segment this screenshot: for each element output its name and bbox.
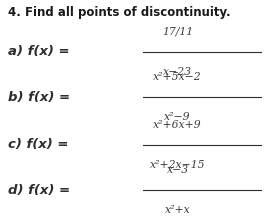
Text: x−3: x−3: [167, 165, 189, 175]
Text: x−23: x−23: [163, 67, 192, 77]
Text: x²+x: x²+x: [165, 205, 190, 215]
Text: a) f(x) =: a) f(x) =: [8, 45, 70, 58]
Text: x²+5x−2: x²+5x−2: [153, 72, 202, 82]
Text: 17/11: 17/11: [162, 27, 193, 37]
Text: c) f(x) =: c) f(x) =: [8, 138, 69, 151]
Text: x²+6x+9: x²+6x+9: [153, 120, 202, 130]
Text: 4. Find all points of discontinuity.: 4. Find all points of discontinuity.: [8, 6, 231, 19]
Text: x²−9: x²−9: [164, 112, 191, 122]
Text: d) f(x) =: d) f(x) =: [8, 184, 70, 197]
Text: x²+2x−15: x²+2x−15: [150, 160, 205, 170]
Text: b) f(x) =: b) f(x) =: [8, 91, 70, 104]
